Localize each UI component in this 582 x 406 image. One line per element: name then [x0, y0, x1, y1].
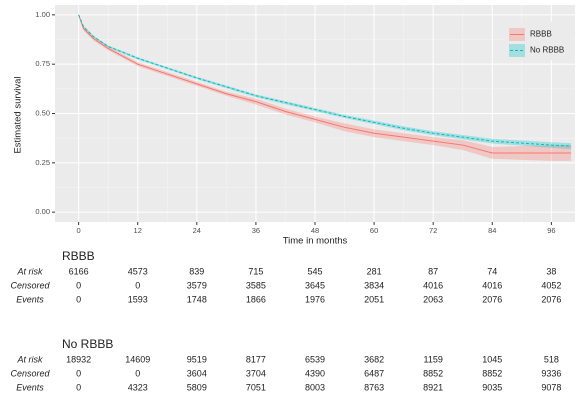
table-cell: 1866 — [246, 294, 266, 304]
table-cell: 2076 — [541, 294, 561, 304]
table-cell: 1976 — [305, 294, 325, 304]
risk-table-title: RBBB — [62, 249, 95, 263]
table-cell: 4016 — [423, 280, 443, 290]
table-cell: 2076 — [482, 294, 502, 304]
table-cell: 9078 — [541, 382, 561, 392]
table-cell: 8921 — [423, 382, 443, 392]
x-tick-label: 96 — [547, 226, 555, 235]
y-axis-label: Estimated survival — [13, 76, 24, 153]
survival-curve — [78, 14, 572, 154]
table-cell: 545 — [307, 266, 322, 276]
x-tick-label: 36 — [252, 226, 260, 235]
row-label: Censored — [10, 368, 50, 378]
table-cell: 1748 — [187, 294, 207, 304]
confidence-band — [78, 14, 572, 161]
table-cell: 7051 — [246, 382, 266, 392]
table-cell: 3579 — [187, 280, 207, 290]
legend-label: RBBB — [530, 30, 552, 39]
table-cell: 8852 — [482, 368, 502, 378]
table-cell: 4052 — [541, 280, 561, 290]
table-cell: 14609 — [125, 354, 150, 364]
x-tick-label: 48 — [311, 226, 319, 235]
table-cell: 3585 — [246, 280, 266, 290]
table-cell: 0 — [135, 368, 140, 378]
table-cell: 8763 — [364, 382, 384, 392]
x-tick-label: 72 — [429, 226, 437, 235]
y-tick-label: 0.50 — [35, 108, 50, 117]
table-cell: 1045 — [482, 354, 502, 364]
table-cell: 1159 — [424, 354, 443, 364]
table-cell: 9035 — [482, 382, 502, 392]
table-cell: 0 — [76, 294, 81, 304]
table-cell: 18932 — [66, 354, 91, 364]
table-cell: 8177 — [246, 354, 266, 364]
table-cell: 715 — [248, 266, 263, 276]
table-cell: 3645 — [305, 280, 325, 290]
table-cell: 0 — [76, 382, 81, 392]
table-cell: 38 — [546, 266, 556, 276]
survival-curve — [78, 14, 572, 147]
table-cell: 6487 — [364, 368, 384, 378]
table-cell: 9519 — [187, 354, 207, 364]
table-cell: 6539 — [305, 354, 325, 364]
x-tick-label: 12 — [134, 226, 142, 235]
table-cell: 839 — [189, 266, 204, 276]
table-cell: 2063 — [423, 294, 443, 304]
table-cell: 4390 — [305, 368, 325, 378]
row-label: At risk — [16, 266, 43, 276]
x-tick-label: 0 — [77, 226, 81, 235]
table-cell: 5809 — [187, 382, 207, 392]
table-cell: 281 — [367, 266, 382, 276]
table-cell: 2051 — [364, 294, 384, 304]
row-label: Events — [16, 294, 44, 304]
table-cell: 3834 — [364, 280, 384, 290]
x-tick-label: 84 — [488, 226, 496, 235]
legend-box — [505, 22, 573, 60]
table-cell: 8003 — [305, 382, 325, 392]
risk-table-title: No RBBB — [62, 337, 113, 351]
y-tick-label: 0.00 — [35, 207, 50, 216]
table-cell: 1593 — [128, 294, 148, 304]
table-cell: 0 — [76, 368, 81, 378]
table-cell: 0 — [135, 280, 140, 290]
x-tick-label: 24 — [193, 226, 201, 235]
y-tick-label: 0.75 — [35, 59, 50, 68]
table-cell: 3604 — [187, 368, 207, 378]
table-cell: 3704 — [246, 368, 266, 378]
table-cell: 9336 — [541, 368, 561, 378]
table-cell: 8852 — [423, 368, 443, 378]
table-cell: 4016 — [482, 280, 502, 290]
legend-label: No RBBB — [530, 46, 564, 55]
y-tick-label: 1.00 — [35, 10, 50, 19]
x-tick-label: 60 — [370, 226, 378, 235]
table-cell: 6166 — [69, 266, 89, 276]
table-cell: 0 — [76, 280, 81, 290]
table-cell: 74 — [487, 266, 497, 276]
table-cell: 4323 — [128, 382, 148, 392]
y-tick-label: 0.25 — [35, 158, 50, 167]
x-axis-label: Time in months — [283, 236, 348, 247]
table-cell: 87 — [428, 266, 438, 276]
row-label: Events — [16, 382, 44, 392]
row-label: At risk — [16, 354, 43, 364]
row-label: Censored — [10, 280, 50, 290]
table-cell: 518 — [544, 354, 559, 364]
table-cell: 4573 — [128, 266, 148, 276]
table-cell: 3682 — [364, 354, 384, 364]
